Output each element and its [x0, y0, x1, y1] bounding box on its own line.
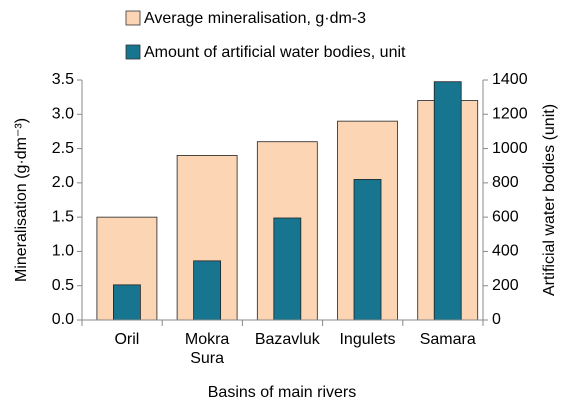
y-tick-label: 0.0: [52, 311, 74, 328]
y-axis-title: Mineralisation (g·dm⁻³): [13, 118, 30, 282]
y2-tick-label: 200: [492, 277, 519, 294]
y-tick-label: 3.5: [52, 71, 74, 88]
y2-tick-label: 1000: [492, 140, 528, 157]
x-tick-label: Bazavluk: [254, 331, 320, 348]
y2-tick-label: 600: [492, 208, 519, 225]
y-tick-label: 0.5: [52, 277, 74, 294]
x-axis-title: Basins of main rivers: [208, 384, 357, 401]
water-bodies-bar: [433, 81, 462, 321]
water-bodies-bar: [193, 260, 222, 321]
y2-tick-label: 1200: [492, 106, 528, 123]
y2-tick-label: 1400: [492, 71, 528, 88]
y2-tick-label: 0: [492, 311, 501, 328]
legend-swatch: [125, 10, 141, 26]
water-bodies-bar: [113, 284, 141, 321]
y-tick-label: 3.0: [52, 106, 74, 123]
y-tick-label: 1.0: [52, 243, 74, 260]
y-tick-label: 2.5: [52, 140, 74, 157]
legend-swatch: [125, 44, 141, 60]
y-tick-label: 2.0: [52, 174, 74, 191]
y-tick-label: 1.5: [52, 208, 74, 225]
legend-label: Amount of artificial water bodies, unit: [144, 44, 406, 61]
water-bodies-bar: [273, 217, 302, 321]
legend-label: Average mineralisation, g·dm-3: [144, 10, 366, 27]
water-bodies-bar: [353, 179, 382, 321]
y2-tick-label: 400: [492, 243, 519, 260]
x-tick-label: Oril: [114, 331, 140, 348]
x-tick-label: Ingulets: [339, 331, 396, 348]
y2-tick-label: 800: [492, 174, 519, 191]
x-tick-label: Samara: [419, 331, 476, 348]
y2-axis-title: Artificial water bodies (unit): [541, 104, 558, 296]
x-tick-label: Mokra Sura: [184, 331, 230, 367]
